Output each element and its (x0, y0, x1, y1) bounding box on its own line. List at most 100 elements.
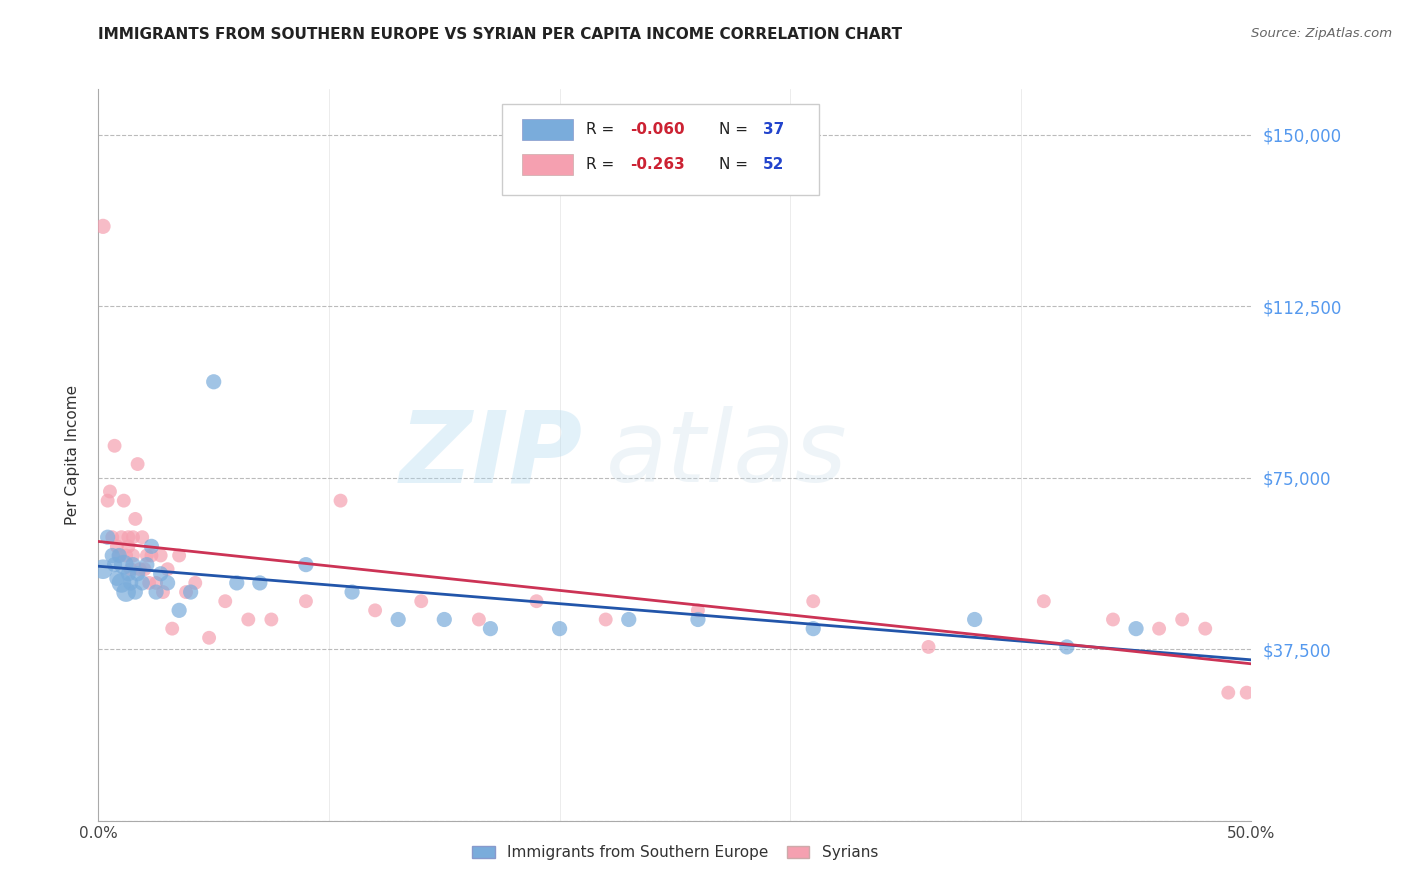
Point (364, 603, 387, 617)
Point (141, 549, 163, 563)
Point (340, 585, 363, 599)
Text: Source: ZipAtlas.com: Source: ZipAtlas.com (1251, 27, 1392, 40)
Point (101, 530, 124, 544)
Point (167, 603, 190, 617)
Point (686, 603, 709, 617)
Point (141, 539, 163, 553)
Point (225, 576, 247, 591)
Point (238, 612, 260, 626)
Point (105, 539, 128, 553)
Point (103, 558, 125, 572)
Point (249, 576, 271, 591)
Text: ZIP: ZIP (399, 407, 582, 503)
Point (152, 585, 174, 599)
FancyBboxPatch shape (522, 120, 574, 140)
Text: N =: N = (718, 122, 752, 137)
Point (135, 558, 157, 572)
Point (131, 576, 153, 591)
Point (1218, 685, 1240, 699)
Point (617, 612, 640, 626)
Point (103, 439, 125, 453)
Point (411, 594, 433, 608)
Point (127, 457, 149, 471)
Point (145, 576, 167, 591)
FancyBboxPatch shape (522, 154, 574, 175)
Point (156, 562, 179, 576)
Point (468, 612, 491, 626)
Point (174, 585, 197, 599)
Point (134, 562, 156, 576)
Point (117, 566, 139, 581)
Text: R =: R = (586, 157, 619, 172)
Point (112, 558, 135, 572)
Point (135, 549, 157, 563)
Point (686, 612, 709, 626)
Point (115, 549, 138, 563)
Point (548, 622, 571, 636)
Point (98, 484, 121, 499)
Point (156, 576, 179, 591)
Point (108, 549, 131, 563)
Text: -0.263: -0.263 (630, 157, 685, 172)
Text: IMMIGRANTS FROM SOUTHERN EUROPE VS SYRIAN PER CAPITA INCOME CORRELATION CHART: IMMIGRANTS FROM SOUTHERN EUROPE VS SYRIA… (98, 27, 903, 42)
Point (1125, 622, 1147, 636)
Point (120, 576, 142, 591)
Point (479, 622, 502, 636)
Point (260, 612, 283, 626)
Point (801, 622, 824, 636)
Point (124, 512, 146, 526)
Text: -0.060: -0.060 (630, 122, 685, 137)
Point (122, 549, 145, 563)
Point (108, 549, 131, 563)
Point (117, 539, 139, 553)
Point (595, 612, 617, 626)
Text: 52: 52 (762, 157, 785, 172)
Point (160, 622, 183, 636)
Point (149, 566, 172, 581)
Point (115, 585, 138, 599)
Point (127, 566, 149, 581)
Point (214, 594, 236, 608)
Text: N =: N = (718, 157, 752, 172)
Point (97, 493, 120, 508)
Point (112, 493, 135, 508)
Point (117, 530, 139, 544)
Point (329, 493, 352, 508)
Point (145, 585, 167, 599)
FancyBboxPatch shape (502, 103, 818, 195)
Point (101, 549, 124, 563)
Point (180, 585, 202, 599)
Point (1171, 612, 1194, 626)
Point (198, 631, 221, 645)
Point (138, 576, 160, 591)
Point (184, 576, 207, 591)
Point (91, 219, 114, 234)
Point (167, 549, 190, 563)
Point (1056, 640, 1078, 654)
Point (801, 594, 824, 608)
Point (105, 571, 128, 585)
Point (1194, 622, 1216, 636)
Y-axis label: Per Capita Income: Per Capita Income (65, 384, 80, 525)
Point (124, 585, 146, 599)
Point (295, 594, 318, 608)
Point (122, 558, 145, 572)
Point (387, 612, 409, 626)
Point (97, 530, 120, 544)
Point (91, 562, 114, 576)
Point (110, 576, 132, 591)
Point (110, 530, 132, 544)
Text: 37: 37 (762, 122, 783, 137)
Point (526, 594, 548, 608)
Point (120, 562, 142, 576)
Text: atlas: atlas (606, 407, 848, 503)
Point (149, 549, 172, 563)
Point (131, 530, 153, 544)
Point (1032, 594, 1054, 608)
Legend: Immigrants from Southern Europe, Syrians: Immigrants from Southern Europe, Syrians (464, 838, 886, 868)
Point (917, 640, 939, 654)
Point (1236, 685, 1258, 699)
Point (202, 375, 225, 389)
Point (122, 530, 145, 544)
Point (963, 612, 986, 626)
